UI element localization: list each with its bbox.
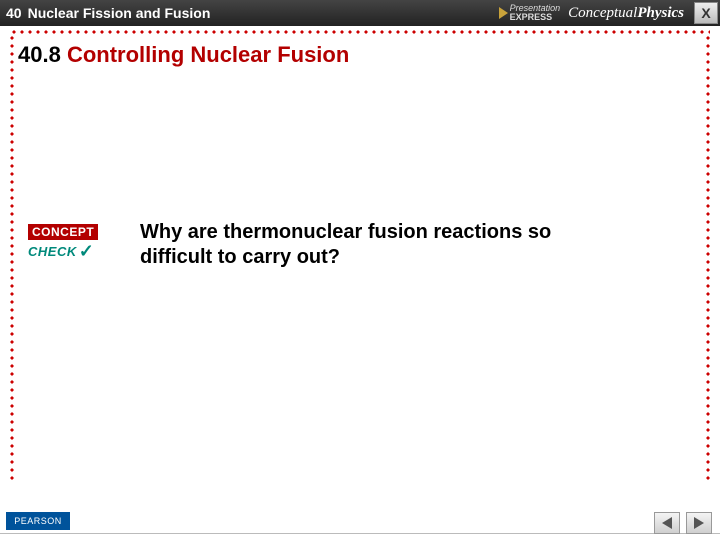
- publisher-logo: PEARSON: [6, 512, 70, 530]
- concept-check-badge: CONCEPT CHECK ✓: [28, 223, 98, 262]
- footer-divider: [0, 533, 720, 534]
- header-bar: 40 Nuclear Fission and Fusion Presentati…: [0, 0, 720, 26]
- section-heading: 40.8 Controlling Nuclear Fusion: [18, 42, 349, 68]
- book-title-prefix: Conceptual: [568, 5, 637, 21]
- play-icon: [499, 7, 508, 19]
- section-title: Controlling Nuclear Fusion: [67, 42, 349, 67]
- question-text: Why are thermonuclear fusion reactions s…: [140, 220, 600, 270]
- dotted-border-left: [10, 34, 14, 484]
- presentation-express-text: Presentation EXPRESS: [510, 4, 561, 22]
- book-title-main: Physics: [637, 5, 684, 21]
- concept-label: CONCEPT: [28, 224, 98, 240]
- presentation-express-badge: Presentation EXPRESS: [499, 4, 561, 22]
- chapter-number: 40: [0, 5, 28, 21]
- dotted-border-right: [706, 34, 710, 484]
- next-button[interactable]: [686, 512, 712, 534]
- slide: 40 Nuclear Fission and Fusion Presentati…: [0, 0, 720, 540]
- book-title: ConceptualPhysics: [568, 5, 684, 22]
- chevron-right-icon: [694, 517, 704, 529]
- header-right: Presentation EXPRESS ConceptualPhysics X: [499, 0, 720, 26]
- check-label: CHECK: [28, 244, 77, 259]
- nav-buttons: [654, 512, 712, 534]
- prev-button[interactable]: [654, 512, 680, 534]
- chevron-left-icon: [662, 517, 672, 529]
- check-row: CHECK ✓: [28, 241, 98, 262]
- presentation-label-bottom: EXPRESS: [510, 13, 561, 22]
- checkmark-icon: ✓: [79, 241, 94, 262]
- chapter-title: Nuclear Fission and Fusion: [28, 5, 211, 21]
- section-number: 40.8: [18, 42, 61, 67]
- close-icon: X: [701, 5, 710, 21]
- dotted-border-top: [10, 30, 710, 34]
- footer: PEARSON: [0, 500, 720, 540]
- close-button[interactable]: X: [694, 2, 718, 24]
